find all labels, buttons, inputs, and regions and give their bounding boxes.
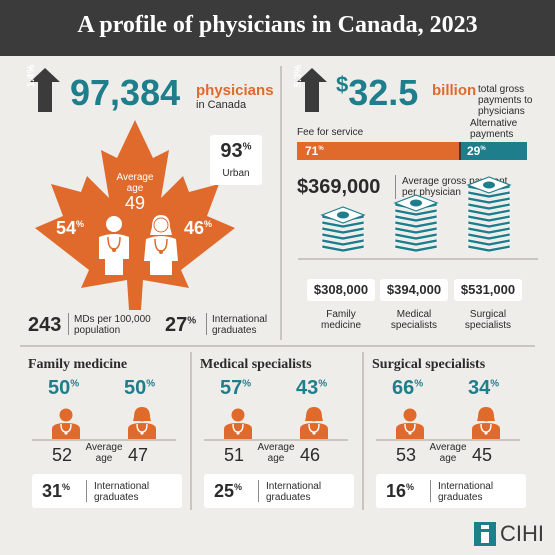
cihi-logo-text: CIHI [500,521,544,546]
mds-per-pop: 243 [28,314,62,336]
female-pct: 34% [468,377,500,399]
urban-label: Urban [222,168,250,179]
male-doctor-icon [394,407,426,439]
amount-card [454,279,522,301]
cihi-logo-icon [474,522,496,551]
separator [258,480,259,502]
intl-pct: 31% [42,481,71,501]
growth-arrow-icon [30,68,60,112]
age-label: Average age [429,442,467,464]
section-divider [20,345,535,347]
physicians-count: 97,384 [70,72,181,113]
intl-pct: 25% [214,481,243,501]
label-medical: Medical specialists [390,309,438,331]
bar-separator [459,142,461,160]
separator [86,480,87,502]
female-pct: 46% [184,218,213,238]
male-age: 52 [52,445,73,465]
payment-split-bar: 71% 29% [297,142,527,160]
panel-divider [280,66,282,340]
male-pct: 54% [56,218,85,238]
male-doctor-icon [95,215,133,275]
fee-pct: 71% [305,144,324,158]
amount-family: $308,000 [313,282,369,297]
intl-label: International graduates [212,314,268,336]
female-pct: 43% [296,377,328,399]
male-doctor-icon [50,407,82,439]
male-pct: 50% [48,377,80,399]
separator [430,480,431,502]
female-age: 46 [300,445,321,465]
fee-label: Fee for service [297,127,364,138]
female-doctor-icon [142,215,180,275]
payments-unit: billion [432,82,477,99]
payments-total: $32.5 [336,72,419,113]
physicians-growth: 1.4% [26,64,37,88]
physicians-label: physicians [196,82,274,99]
male-doctor-icon [222,407,254,439]
panel-divider [190,352,192,510]
male-age: 53 [396,445,417,465]
average-age-value: 49 [124,193,146,213]
avg-payment-label: Average gross payment per physician [402,176,508,198]
female-doctor-icon [298,407,330,439]
urban-card [210,135,262,185]
panel-divider [362,352,364,510]
money-stack-icon [393,188,439,261]
payments-growth: 5.3% [293,64,304,88]
female-age: 47 [128,445,149,465]
payments-label: total gross payments to physicians [478,84,533,117]
female-pct: 50% [124,377,156,399]
male-pct: 57% [220,377,252,399]
female-doctor-icon [126,407,158,439]
separator [395,175,396,199]
alt-label: Alternative payments [470,118,518,140]
page-title: A profile of physicians in Canada, 2023 [77,12,478,38]
avg-payment: $369,000 [297,176,381,198]
alt-bar: 29% [461,142,527,160]
label-surgical: Surgical specialists [464,309,512,331]
intl-card [376,474,526,508]
separator [206,313,207,335]
amount-medical: $394,000 [386,282,442,297]
male-age: 51 [224,445,245,465]
growth-arrow-icon [297,68,327,112]
specialty-title: Family medicine [28,357,128,372]
money-stack-icon [466,170,512,261]
fee-bar: 71% [297,142,459,160]
amount-surgical: $531,000 [460,282,516,297]
amount-card [380,279,448,301]
intl-label: International graduates [438,481,494,503]
icon-baseline [204,439,348,441]
intl-card [32,474,182,508]
average-age-label: Average age [116,172,154,194]
physicians-sublabel: in Canada [196,99,247,111]
maple-leaf-icon [35,120,235,315]
mds-per-pop-label: MDs per 100,000 population [74,314,151,336]
separator [68,313,69,335]
icon-baseline [376,439,520,441]
specialty-title: Medical specialists [200,357,312,372]
female-age: 45 [472,445,493,465]
icon-baseline [32,439,176,441]
intl-label: International graduates [266,481,322,503]
money-stack-icon [320,200,366,261]
alt-pct: 29% [467,144,486,158]
header-bar [0,0,555,56]
urban-pct: 93% [220,140,252,162]
age-label: Average age [85,442,123,464]
intl-label: International graduates [94,481,150,503]
label-family: Family medicine [320,309,362,331]
specialty-title: Surgical specialists [372,357,486,372]
intl-card [204,474,354,508]
male-pct: 66% [392,377,424,399]
female-doctor-icon [470,407,502,439]
intl-pct: 16% [386,481,415,501]
amount-card [307,279,375,301]
age-label: Average age [257,442,295,464]
intl-pct: 27% [165,314,197,336]
stack-baseline [298,258,538,260]
